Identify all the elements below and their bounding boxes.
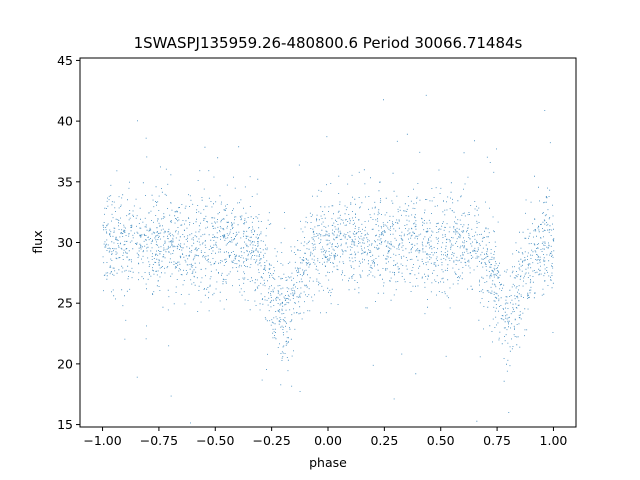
x-tick-label: −0.75 bbox=[140, 433, 178, 448]
y-tick-label: 45 bbox=[57, 53, 73, 68]
y-tick-label: 30 bbox=[57, 235, 73, 250]
x-axis-label: phase bbox=[309, 455, 347, 470]
x-tick-label: −0.25 bbox=[252, 433, 290, 448]
y-tick-label: 40 bbox=[57, 114, 73, 129]
y-tick-label: 15 bbox=[57, 417, 73, 432]
x-tick-label: 1.00 bbox=[540, 433, 568, 448]
x-tick-label: −0.50 bbox=[196, 433, 234, 448]
y-axis-label: flux bbox=[30, 230, 45, 253]
x-tick-label: 0.00 bbox=[314, 433, 342, 448]
x-tick-label: 0.75 bbox=[483, 433, 511, 448]
x-axis: −1.00 −0.75 −0.50 −0.25 0.00 0.25 0.50 0.75 1.00 bbox=[83, 427, 567, 448]
x-tick-label: 0.25 bbox=[370, 433, 398, 448]
y-tick-label: 20 bbox=[57, 356, 73, 371]
y-tick-label: 25 bbox=[57, 296, 73, 311]
chart-title: 1SWASPJ135959.26-480800.6 Period 30066.7… bbox=[134, 34, 523, 52]
y-tick-label: 35 bbox=[57, 174, 73, 189]
x-tick-label: −1.00 bbox=[83, 433, 121, 448]
y-axis: 15 20 25 30 35 40 45 bbox=[57, 53, 80, 432]
x-tick-label: 0.50 bbox=[427, 433, 455, 448]
